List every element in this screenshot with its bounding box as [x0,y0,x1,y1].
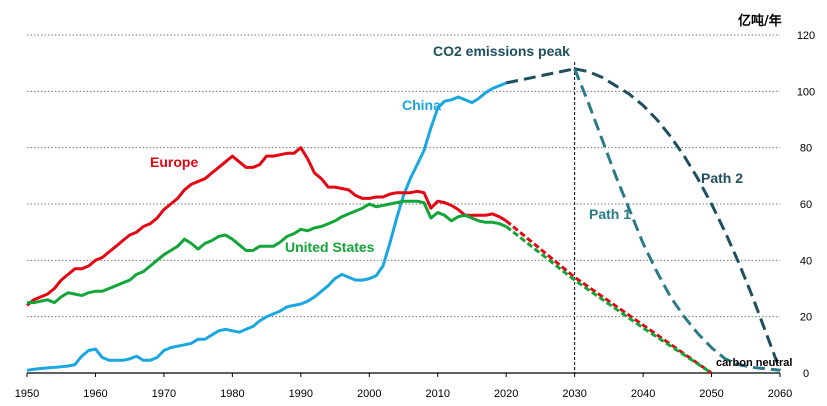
x-tick-label-2060: 2060 [768,388,792,400]
x-tick-label-2020: 2020 [494,388,518,400]
y-tick-label-20: 20 [800,312,812,324]
annotations: 亿吨/年 CO2 emissions peak China Europe Uni… [150,13,792,369]
series-line-united-states-projection [505,225,713,375]
china-series-label: China [402,97,441,113]
carbon-neutral-label: carbon neutral [716,357,792,369]
y-tick-label-60: 60 [800,199,812,211]
series-line-europe [26,146,507,307]
path1-label: Path 1 [589,206,631,222]
x-tick-label-1980: 1980 [220,388,244,400]
x-tick-label-2010: 2010 [425,388,449,400]
y-tick-label-0: 0 [803,368,809,380]
x-tick-label-2000: 2000 [357,388,381,400]
series-line-china [26,81,507,372]
y-tick-label-100: 100 [797,86,815,98]
x-tick-label-1990: 1990 [289,388,313,400]
series-line-path-1 [573,68,781,372]
x-tick-label-2050: 2050 [699,388,723,400]
y-tick-label-120: 120 [797,30,815,42]
path2-label: Path 2 [701,170,743,186]
us-series-label: United States [285,239,375,255]
x-tick-label-1950: 1950 [15,388,39,400]
grid-lines [27,34,780,373]
series-line-path-2 [574,67,782,371]
series-lines [26,67,782,375]
y-tick-label-40: 40 [800,255,812,267]
series-line-europe-projection [505,219,713,375]
x-tick-label-2040: 2040 [631,388,655,400]
y-axis-unit-label: 亿吨/年 [738,13,782,29]
series-line-united-states [27,199,507,305]
x-tick-label-1960: 1960 [83,388,107,400]
peak-annotation: CO2 emissions peak [433,43,570,59]
x-tick-label-2030: 2030 [562,388,586,400]
x-tick-label-1970: 1970 [152,388,176,400]
series-line-china-to-peak [505,67,575,85]
y-tick-label-80: 80 [800,143,812,155]
europe-series-label: Europe [150,154,198,170]
